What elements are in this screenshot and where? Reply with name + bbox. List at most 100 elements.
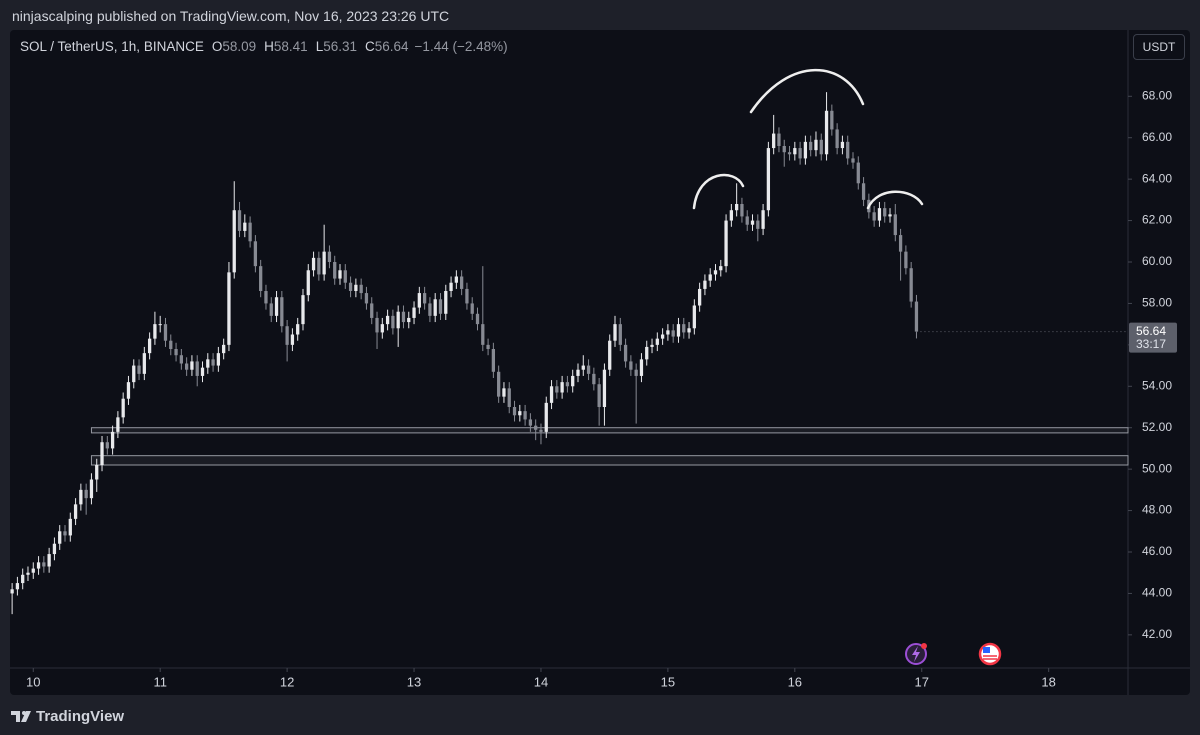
ohlc-value: 58.09 xyxy=(222,39,257,54)
candle-body xyxy=(333,262,337,279)
y-tick-label: 44.00 xyxy=(1142,586,1172,600)
candle-body xyxy=(264,291,268,304)
candle-body xyxy=(10,589,14,594)
candle-body xyxy=(687,328,691,333)
publish-info: ninjascalping published on TradingView.c… xyxy=(12,8,450,24)
x-tick-label: 16 xyxy=(788,674,802,689)
candle-body xyxy=(645,346,649,360)
candle-body xyxy=(846,141,850,159)
candle-body xyxy=(412,307,416,318)
candle-body xyxy=(174,349,178,356)
ohlc-label: H xyxy=(264,39,274,54)
candle-body xyxy=(655,338,659,345)
candle-body xyxy=(142,353,146,374)
y-tick-label: 46.00 xyxy=(1142,544,1172,558)
candle-body xyxy=(803,141,808,159)
candle-body xyxy=(883,208,887,217)
candle-body xyxy=(772,133,776,149)
candle-body xyxy=(650,344,654,347)
candle-body xyxy=(243,222,247,231)
candle-body xyxy=(629,361,633,370)
candle-body xyxy=(396,311,400,329)
candle-body xyxy=(840,141,845,149)
y-tick-label: 62.00 xyxy=(1142,213,1172,227)
candle-body xyxy=(227,272,231,345)
candle-body xyxy=(391,315,395,329)
candle-body xyxy=(322,251,326,275)
candle-body xyxy=(539,429,543,432)
candle-body xyxy=(132,365,136,383)
candle-body xyxy=(73,504,78,519)
candle-body xyxy=(893,214,897,236)
economic-event-icon[interactable] xyxy=(978,642,1002,666)
candle-body xyxy=(121,398,125,418)
candle-body xyxy=(486,344,490,349)
ohlc-label: C xyxy=(365,39,375,54)
y-tick-label: 48.00 xyxy=(1142,503,1172,517)
candle-body xyxy=(100,442,104,465)
candle-body xyxy=(343,270,347,283)
candle-body xyxy=(528,419,533,426)
candle-body xyxy=(544,402,548,432)
y-tick-label: 68.00 xyxy=(1142,88,1172,102)
candle-body xyxy=(819,139,823,155)
y-tick-label: 66.00 xyxy=(1142,130,1172,144)
candle-body xyxy=(697,288,702,306)
candle-body xyxy=(116,417,120,432)
candle-body xyxy=(602,369,607,407)
price-label-box xyxy=(1129,322,1177,353)
candle-body xyxy=(750,220,755,225)
currency-button[interactable]: USDT xyxy=(1133,34,1185,60)
candle-body xyxy=(206,359,210,368)
candle-body xyxy=(248,222,252,242)
ohlc-value: 58.41 xyxy=(273,39,308,54)
change: −1.44 (−2.48%) xyxy=(414,39,508,54)
candle-body xyxy=(359,284,363,294)
candle-body xyxy=(571,375,575,387)
footer-brand: TradingView xyxy=(36,708,125,725)
candle-body xyxy=(555,386,559,393)
candle-body xyxy=(68,518,72,536)
ohlc-value: 56.31 xyxy=(323,39,357,54)
y-tick-label: 50.00 xyxy=(1142,461,1172,475)
candle-body xyxy=(163,324,168,341)
candle-body xyxy=(856,162,860,184)
candle-body xyxy=(296,324,300,335)
candle-body xyxy=(708,274,712,281)
candle-body xyxy=(660,334,665,339)
candle-body xyxy=(745,216,749,225)
candle-body xyxy=(126,382,131,399)
candle-body xyxy=(380,324,384,333)
candle-body xyxy=(475,313,480,325)
candle-body xyxy=(444,291,448,314)
candle-body xyxy=(422,293,427,304)
candle-body xyxy=(761,210,765,229)
drawing-left-shoulder xyxy=(692,173,745,210)
candle-body xyxy=(914,301,919,332)
event-icon[interactable] xyxy=(905,643,927,665)
candle-body xyxy=(724,220,728,267)
candle-body xyxy=(26,572,30,575)
candle-body xyxy=(401,311,406,323)
ohlc-label: L xyxy=(315,39,324,54)
x-tick-label: 14 xyxy=(534,674,548,689)
candle-body xyxy=(84,489,88,499)
candle-body xyxy=(95,465,99,480)
x-tick-label: 13 xyxy=(407,674,421,689)
candle-body xyxy=(385,315,390,325)
candle-body xyxy=(851,158,855,163)
candle-body xyxy=(909,268,913,302)
candle-body xyxy=(904,251,908,269)
candle-body xyxy=(682,324,686,333)
candle-body xyxy=(253,241,258,267)
candle-body xyxy=(184,363,189,370)
x-tick-label: 10 xyxy=(26,674,40,689)
tradingview-logo xyxy=(11,711,31,722)
candle-body xyxy=(491,349,496,372)
candle-body xyxy=(618,324,622,345)
candle-body xyxy=(232,210,236,273)
candle-body xyxy=(137,365,141,374)
candle-body xyxy=(190,361,194,370)
candle-body xyxy=(861,183,866,200)
